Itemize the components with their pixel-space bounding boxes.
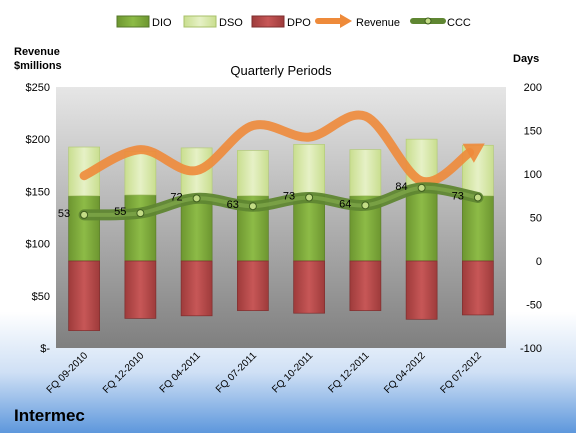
dso-bar (124, 151, 157, 196)
left-axis-ticks: $- $50 $100 $150 $200 $250 (26, 82, 51, 355)
ccc-marker (473, 193, 482, 202)
left-tick-label: $150 (26, 186, 50, 198)
dpo-bar (68, 260, 100, 331)
dpo-bar (349, 260, 382, 311)
legend: DIO DSO DPO Revenue CCC (116, 14, 471, 29)
legend-label-dpo: DPO (287, 17, 311, 29)
right-axis-ticks: -100 -50 0 50 100 150 200 (520, 82, 542, 355)
right-tick-label: -100 (520, 343, 542, 355)
dpo-bar (180, 260, 213, 317)
dpo-bar (462, 260, 494, 316)
dio-bar (462, 195, 494, 262)
right-tick-label: 0 (536, 256, 542, 268)
dio-bar (293, 194, 325, 262)
dso-bar (237, 150, 269, 197)
legend-swatch-dio (116, 15, 150, 28)
ccc-data-label: 63 (227, 199, 239, 211)
right-tick-label: 100 (524, 169, 542, 181)
right-axis-label: Days (513, 53, 539, 65)
ccc-data-label: 73 (452, 190, 464, 202)
ccc-marker (192, 194, 201, 203)
right-tick-label: 200 (524, 82, 542, 94)
legend-label-ccc: CCC (447, 17, 471, 29)
legend-label-dso: DSO (219, 17, 243, 29)
revenue-series (79, 110, 485, 187)
dpo-bar (293, 260, 325, 314)
dio-bar (405, 188, 438, 262)
left-tick-label: $50 (32, 291, 50, 303)
ccc-data-label: 53 (58, 208, 70, 220)
legend-swatch-dso (183, 15, 217, 28)
ccc-data-label: 72 (170, 191, 182, 203)
dio-bar (68, 195, 100, 262)
company-name: Intermec (14, 406, 85, 425)
ccc-data-label: 84 (395, 181, 407, 193)
legend-swatch-ccc (410, 17, 446, 25)
ccc-series: 53 55 72 63 73 64 84 73 (58, 181, 484, 221)
dso-bar (293, 144, 325, 196)
legend-label-revenue: Revenue (356, 17, 400, 29)
ccc-marker (248, 202, 257, 211)
dpo-bar (124, 260, 157, 319)
legend-swatch-dpo (251, 15, 285, 28)
left-tick-label: $200 (26, 134, 50, 146)
legend-swatch-revenue (315, 14, 352, 28)
dpo-bar (405, 260, 438, 320)
dio-bar (180, 196, 213, 262)
left-axis-label-line2: $millions (14, 60, 62, 72)
chart-title: Quarterly Periods (230, 63, 332, 78)
ccc-marker (305, 193, 314, 202)
ccc-data-label: 55 (114, 206, 126, 218)
legend-label-dio: DIO (152, 17, 172, 29)
right-tick-label: 150 (524, 126, 542, 138)
left-tick-label: $100 (26, 239, 50, 251)
revenue-arrowhead (462, 143, 485, 163)
dio-bar (124, 194, 157, 262)
right-tick-label: -50 (526, 300, 542, 312)
ccc-marker (417, 183, 426, 192)
ccc-data-label: 64 (339, 198, 351, 210)
revenue-line (79, 110, 475, 187)
left-tick-label: $- (40, 343, 50, 355)
dpo-bar (237, 260, 269, 311)
right-tick-label: 50 (530, 213, 542, 225)
ccc-marker (361, 201, 370, 210)
ccc-line-highlight (82, 185, 480, 217)
left-tick-label: $250 (26, 82, 50, 94)
left-axis-label-line1: Revenue (14, 46, 60, 58)
ccc-data-label: 73 (283, 190, 295, 202)
dso-bar (349, 149, 382, 197)
ccc-marker (80, 210, 89, 219)
ccc-marker (136, 209, 145, 218)
